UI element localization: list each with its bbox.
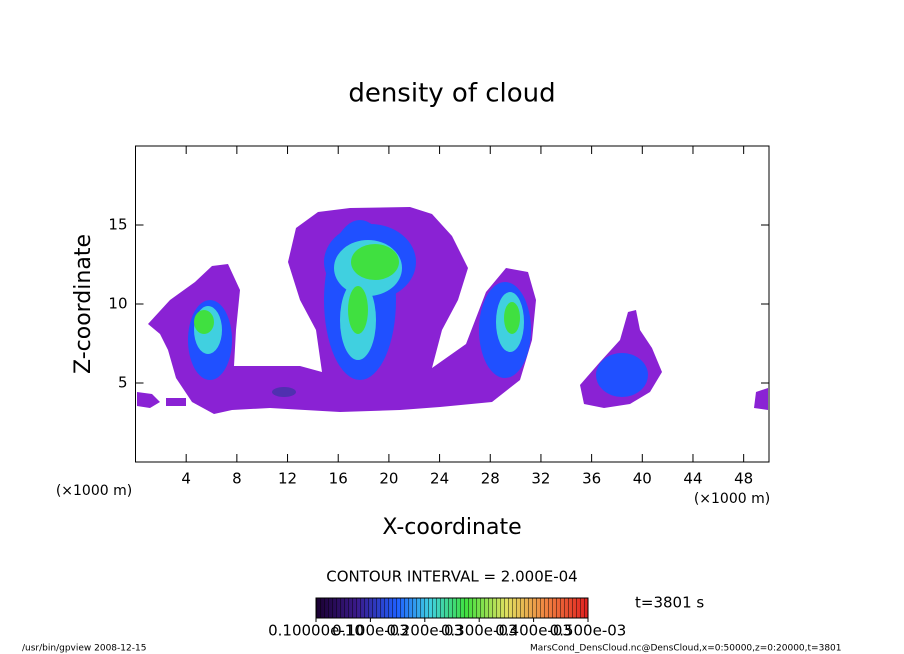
y-tick-label: 10 [108,295,127,313]
contour-interval: CONTOUR INTERVAL = 2.000E-04 [326,568,577,586]
x-tick-label: 12 [278,470,297,488]
cloud-blue [596,353,648,397]
x-unit: (×1000 m) [694,491,770,507]
x-tick-label: 44 [683,470,702,488]
colorbar-tick-label: 0.200e-03 [386,622,463,640]
cloud-green [194,310,214,334]
x-tick-label: 16 [329,470,348,488]
colorbar-tick-label: 0.400e-03 [495,622,572,640]
footer-right: MarsCond_DensCloud.nc@DensCloud,x=0:5000… [530,644,842,654]
x-tick-label: 36 [582,470,601,488]
x-tick-label: 24 [430,470,449,488]
y-axis-label: Z-coordinate [71,234,96,374]
cloud-field [137,207,768,414]
x-tick-label: 48 [734,470,753,488]
x-tick-label: 28 [481,470,500,488]
colorbar-tick-label: 0.100e-03 [332,622,409,640]
x-tick-label: 8 [232,470,242,488]
cloud-blue [272,387,296,397]
colorbar-stripes [315,597,589,619]
cloud-green [351,244,399,280]
x-tick-label: 40 [633,470,652,488]
x-tick-label: 20 [379,470,398,488]
y-tick-label: 15 [108,216,127,234]
y-unit: (×1000 m) [56,483,132,499]
colorbar-tick-label: 0.300e-03 [441,622,518,640]
cloud-green [348,286,368,334]
x-tick-label: 32 [531,470,550,488]
chart-title: density of cloud [348,79,555,109]
footer-left: /usr/bin/gpview 2008-12-15 [22,644,146,654]
time-label: t=3801 s [635,594,704,612]
x-axis-label: X-coordinate [382,515,521,540]
x-tick-label: 4 [181,470,191,488]
colorbar-tick-label: 0.10000e-10 [268,622,364,640]
y-tick-label: 5 [118,374,128,392]
colorbar-tick-label: 0.500e-03 [550,622,627,640]
cloud-green [504,302,520,334]
